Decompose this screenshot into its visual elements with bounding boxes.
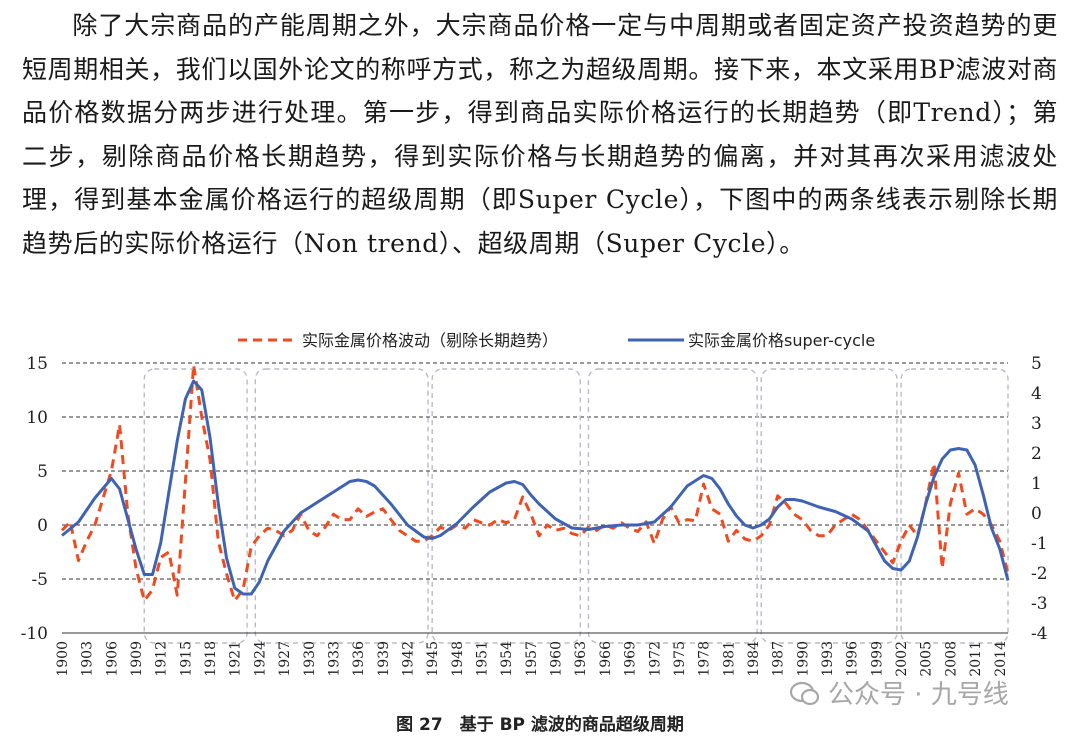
left-axis: -10 -5 0 5 10 15 — [21, 354, 48, 644]
x-tick-label: 1984 — [746, 641, 762, 677]
wechat-icon — [790, 681, 820, 706]
paragraph-text: 除了大宗商品的产能周期之外，大宗商品价格一定与中周期或者固定资产投资趋势的更短周… — [22, 11, 1058, 258]
x-tick-label: 1981 — [721, 641, 737, 677]
right-tick-label: -3 — [1031, 594, 1048, 614]
right-tick-label: 5 — [1031, 354, 1042, 374]
x-tick-label: 1954 — [499, 641, 515, 677]
left-tick-label: 0 — [37, 516, 48, 536]
x-tick-label: 1939 — [376, 641, 392, 677]
x-tick-label: 1999 — [869, 641, 885, 677]
x-tick-label: 1993 — [820, 641, 836, 677]
x-tick-label: 1930 — [302, 641, 318, 677]
x-tick-label: 1906 — [104, 641, 120, 677]
series-line-super-cycle — [61, 379, 1010, 596]
cycle-period-box — [900, 368, 1009, 644]
right-tick-label: -2 — [1031, 564, 1048, 584]
series-line-price-deviation — [60, 363, 1010, 603]
x-tick-label: 2008 — [943, 641, 959, 677]
x-tick-label: 1987 — [771, 641, 787, 677]
x-tick-label: 1996 — [845, 641, 861, 677]
x-tick-label: 1975 — [672, 641, 688, 677]
left-tick-label: -5 — [31, 570, 48, 590]
x-tick-label: 1915 — [178, 641, 194, 677]
x-tick-label: 1924 — [252, 641, 268, 677]
right-tick-label: 4 — [1031, 384, 1042, 404]
x-tick-label: 1927 — [277, 641, 293, 677]
legend-label-price-deviation: 实际金属价格波动（剔除长期趋势） — [302, 331, 558, 350]
x-axis: 1900 1903 1906 1909 1912 1915 1918 1921 1924 1927… — [55, 632, 1009, 677]
left-tick-label: 5 — [37, 462, 48, 482]
x-tick-label: 1942 — [400, 641, 416, 677]
cycle-period-box — [587, 368, 758, 644]
x-tick-label: 2014 — [993, 641, 1009, 677]
x-tick-label: 1909 — [129, 641, 145, 677]
cycle-period-boxes — [143, 368, 1009, 644]
x-tick-label: 1933 — [326, 641, 342, 677]
cycle-period-box — [431, 368, 581, 644]
body-paragraph: 除了大宗商品的产能周期之外，大宗商品价格一定与中周期或者固定资产投资趋势的更短周… — [22, 4, 1058, 265]
x-tick-label: 1945 — [425, 641, 441, 677]
x-tick-label: 1900 — [55, 641, 71, 677]
x-tick-label: 1966 — [598, 641, 614, 677]
right-tick-label: 3 — [1031, 414, 1042, 434]
x-tick-label: 1936 — [351, 641, 367, 677]
x-tick-label: 1978 — [697, 641, 713, 677]
left-tick-label: -10 — [21, 624, 48, 644]
left-tick-label: 10 — [26, 408, 48, 428]
x-tick-label: 1957 — [524, 641, 540, 677]
watermark-text: 公众号 · 九号线 — [828, 680, 1009, 710]
right-tick-label: 2 — [1031, 444, 1042, 464]
cycle-period-box — [254, 368, 429, 644]
x-tick-label: 1948 — [450, 641, 466, 677]
watermark: 公众号 · 九号线 — [790, 674, 1009, 711]
figure-caption: 图 27 基于 BP 滤波的商品超级周期 — [396, 715, 684, 735]
x-tick-label: 1963 — [573, 641, 589, 677]
x-tick-label: 1960 — [549, 641, 565, 677]
cycle-period-box — [143, 368, 248, 644]
chart-gridlines — [62, 362, 1008, 580]
legend-label-super-cycle: 实际金属价格super-cycle — [688, 331, 875, 350]
x-tick-label: 1951 — [475, 641, 491, 677]
right-axis: -4 -3 -2 -1 0 1 2 3 4 5 — [1031, 354, 1048, 644]
x-tick-label: 2011 — [968, 641, 984, 677]
right-tick-label: -4 — [1031, 624, 1048, 644]
right-tick-label: 0 — [1031, 504, 1042, 524]
chart-legend: 实际金属价格波动（剔除长期趋势） 实际金属价格super-cycle — [238, 331, 875, 350]
x-tick-label: 1969 — [623, 641, 639, 677]
x-tick-label: 1903 — [80, 641, 96, 677]
right-tick-label: 1 — [1031, 474, 1042, 494]
x-tick-label: 1921 — [228, 641, 244, 677]
x-tick-label: 2002 — [894, 641, 910, 677]
x-tick-label: 1990 — [795, 641, 811, 677]
x-tick-label: 1918 — [203, 641, 219, 677]
cycle-period-box — [760, 368, 898, 644]
x-tick-label: 2005 — [919, 641, 935, 677]
x-tick-label: 1912 — [154, 641, 170, 677]
plot-area — [60, 363, 1010, 603]
right-tick-label: -1 — [1031, 534, 1048, 554]
x-tick-label: 1972 — [647, 641, 663, 677]
left-tick-label: 15 — [26, 354, 48, 374]
